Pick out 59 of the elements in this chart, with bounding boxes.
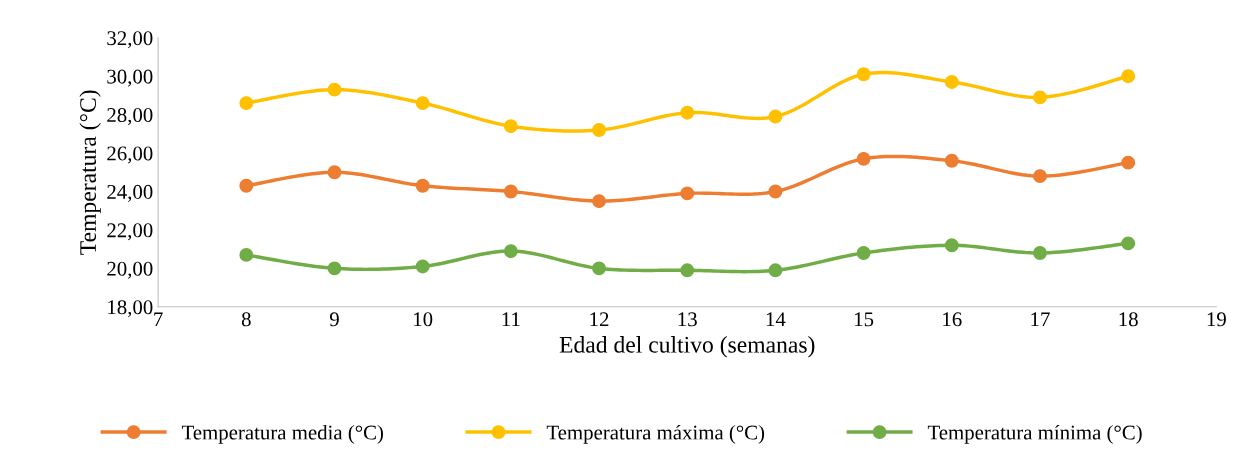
- legend-label: Temperatura máxima (°C): [546, 424, 765, 444]
- point: [239, 178, 254, 193]
- point: [503, 184, 518, 199]
- x-tick-label: 9: [329, 312, 339, 327]
- y-tick-label: 32,00: [107, 31, 153, 49]
- point: [768, 109, 783, 124]
- point: [1033, 169, 1047, 184]
- y-tick-label: 22,00: [107, 223, 153, 241]
- x-tick-label: 18: [1119, 312, 1138, 327]
- x-tick-label: 16: [943, 312, 962, 327]
- point: [1033, 90, 1047, 105]
- y-tick-label: 24,00: [107, 184, 153, 202]
- y-tick-label: 26,00: [107, 146, 153, 164]
- x-tick-label: 13: [678, 312, 697, 327]
- point: [1121, 69, 1136, 84]
- point: [944, 153, 959, 168]
- point: [944, 75, 959, 89]
- x-tick-label: 15: [855, 312, 874, 327]
- point: [944, 238, 959, 253]
- x-tick-label: 19: [1207, 312, 1226, 327]
- point: [856, 246, 871, 260]
- point: [680, 186, 695, 201]
- y-tick-label: 18,00: [108, 300, 153, 318]
- y-tick-label: 28,00: [107, 108, 153, 126]
- point: [503, 119, 518, 134]
- x-tick-label: 12: [590, 312, 609, 327]
- point: [239, 96, 254, 111]
- x-axis-title: Edad del cultivo (semanas): [559, 336, 815, 358]
- point: [1033, 246, 1047, 260]
- point: [239, 247, 254, 262]
- point: [768, 263, 783, 278]
- point: [327, 261, 342, 276]
- legend-label: Temperatura mínima (°C): [927, 424, 1142, 444]
- point: [415, 96, 430, 111]
- point: [503, 244, 518, 259]
- point: [856, 151, 871, 166]
- x-tick-label: 17: [1031, 312, 1050, 327]
- point: [592, 194, 606, 209]
- point: [1121, 236, 1136, 251]
- point: [592, 261, 606, 276]
- x-tick-label: 14: [766, 312, 786, 327]
- point: [415, 259, 430, 274]
- x-tick-label: 11: [502, 312, 520, 327]
- point: [1121, 155, 1136, 170]
- point: [327, 165, 342, 180]
- y-tick-label: 30,00: [107, 69, 153, 87]
- legend-label: Temperatura media (°C): [181, 424, 383, 444]
- point: [680, 263, 695, 278]
- x-tick-label: 10: [414, 312, 433, 327]
- point: [768, 184, 783, 199]
- point: [592, 123, 606, 137]
- x-tick-label: 7: [154, 312, 163, 327]
- point: [327, 82, 342, 97]
- x-tick-label: 8: [241, 312, 251, 327]
- point: [680, 105, 695, 120]
- y-axis-title: Temperatura (°C): [79, 90, 101, 255]
- point: [856, 67, 871, 82]
- point: [415, 178, 430, 193]
- y-tick-label: 20,00: [107, 261, 153, 279]
